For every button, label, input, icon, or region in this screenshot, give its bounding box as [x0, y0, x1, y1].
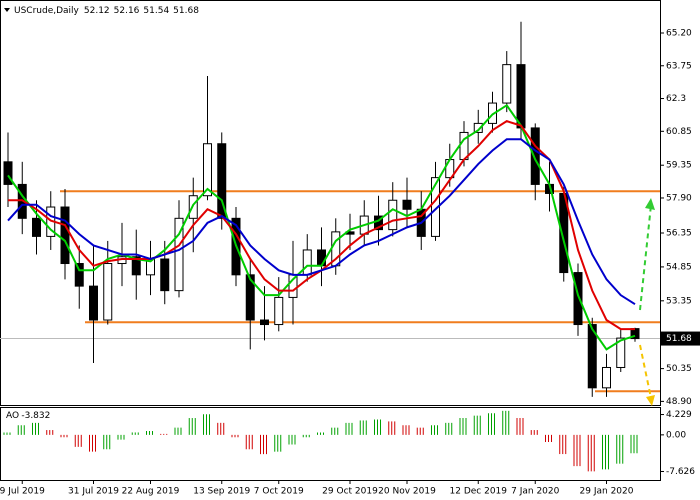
- x-tick-label: 31 Jul 2019: [68, 487, 119, 497]
- y-tick-label: 62.3: [666, 94, 686, 104]
- low-value: 51.54: [143, 6, 169, 16]
- candle-body: [89, 285, 98, 321]
- candle-body: [3, 161, 13, 185]
- candle-body: [103, 263, 113, 321]
- arrow-down-head: [646, 395, 655, 406]
- candle-body: [160, 258, 170, 292]
- ao-tick-label: 0.00: [666, 430, 686, 440]
- y-tick-label: 53.35: [666, 296, 692, 306]
- candle-body: [174, 217, 184, 292]
- candle-body: [60, 206, 70, 265]
- ao-tick-label: 4.229: [666, 410, 692, 420]
- candle-body: [302, 249, 312, 276]
- main-frame: [0, 0, 661, 406]
- y-tick-label: 56.35: [666, 229, 692, 239]
- ao-value: -3.832: [21, 411, 50, 421]
- y-tick-label: 54.85: [666, 262, 692, 272]
- candle-body: [131, 256, 141, 276]
- y-tick-label: 60.85: [666, 127, 692, 137]
- ma-line: [7, 103, 636, 351]
- candle-body: [573, 272, 583, 326]
- header: USCrude,Daily 52.12 52.16 51.54 51.68: [14, 6, 199, 16]
- candle-body: [473, 122, 483, 133]
- y-tick-label: 57.90: [666, 193, 692, 203]
- ao-frame: [0, 407, 661, 481]
- symbol: USCrude,Daily: [14, 6, 80, 16]
- candle-body: [388, 199, 398, 231]
- candle-body: [530, 127, 540, 185]
- ao-header: AO -3.832: [6, 411, 50, 421]
- x-tick-label: 22 Aug 2019: [122, 487, 180, 497]
- candle-body: [616, 337, 626, 368]
- ao-label: AO: [6, 411, 19, 421]
- candle-body: [74, 263, 84, 287]
- y-tick-label: 48.90: [666, 397, 692, 407]
- x-tick-label: 7 Jan 2020: [511, 487, 559, 497]
- open-value: 52.12: [84, 6, 110, 16]
- candle-body: [431, 177, 440, 237]
- x-tick-label: 7 Oct 2019: [254, 487, 304, 497]
- candle-body: [502, 64, 512, 104]
- ao-tick-label: -7.626: [666, 467, 695, 477]
- high-value: 52.16: [114, 6, 140, 16]
- price-box: [661, 331, 700, 346]
- close-value: 51.68: [173, 6, 199, 16]
- y-tick-label: 65.20: [666, 28, 692, 38]
- x-tick-label: 9 Jul 2019: [0, 487, 45, 497]
- candle-body: [217, 143, 227, 219]
- plot-layer: 65.20 63.75 62.3 60.85 59.35 57.90 56.35 54.85 5…: [0, 21, 695, 497]
- x-tick-label: 12 Dec 2019: [450, 487, 508, 497]
- arrow-up-head: [645, 198, 655, 210]
- candle-body: [32, 217, 41, 237]
- ma-line: [7, 138, 636, 306]
- forecast-down: [639, 344, 652, 399]
- candle-body: [203, 143, 212, 197]
- candle-body: [274, 296, 284, 326]
- y-tick-label: 59.35: [666, 161, 692, 171]
- x-tick-label: 29 Oct 2019: [322, 487, 378, 497]
- candle-body: [516, 64, 526, 129]
- x-tick-label: 20 Nov 2019: [378, 487, 436, 497]
- y-tick-label: 50.35: [666, 364, 692, 374]
- x-tick-label: 13 Sep 2019: [193, 487, 250, 497]
- candle-body: [587, 324, 597, 389]
- menu-icon: [4, 8, 10, 12]
- x-tick-label: 29 Jan 2020: [580, 487, 634, 497]
- y-tick-label: 63.75: [666, 61, 692, 71]
- current-price-label: 51.68: [666, 334, 692, 344]
- candle-body: [245, 274, 255, 321]
- candle-body: [260, 319, 269, 326]
- candle-body: [402, 199, 412, 210]
- candle-body: [317, 249, 326, 267]
- candle-body: [602, 366, 611, 389]
